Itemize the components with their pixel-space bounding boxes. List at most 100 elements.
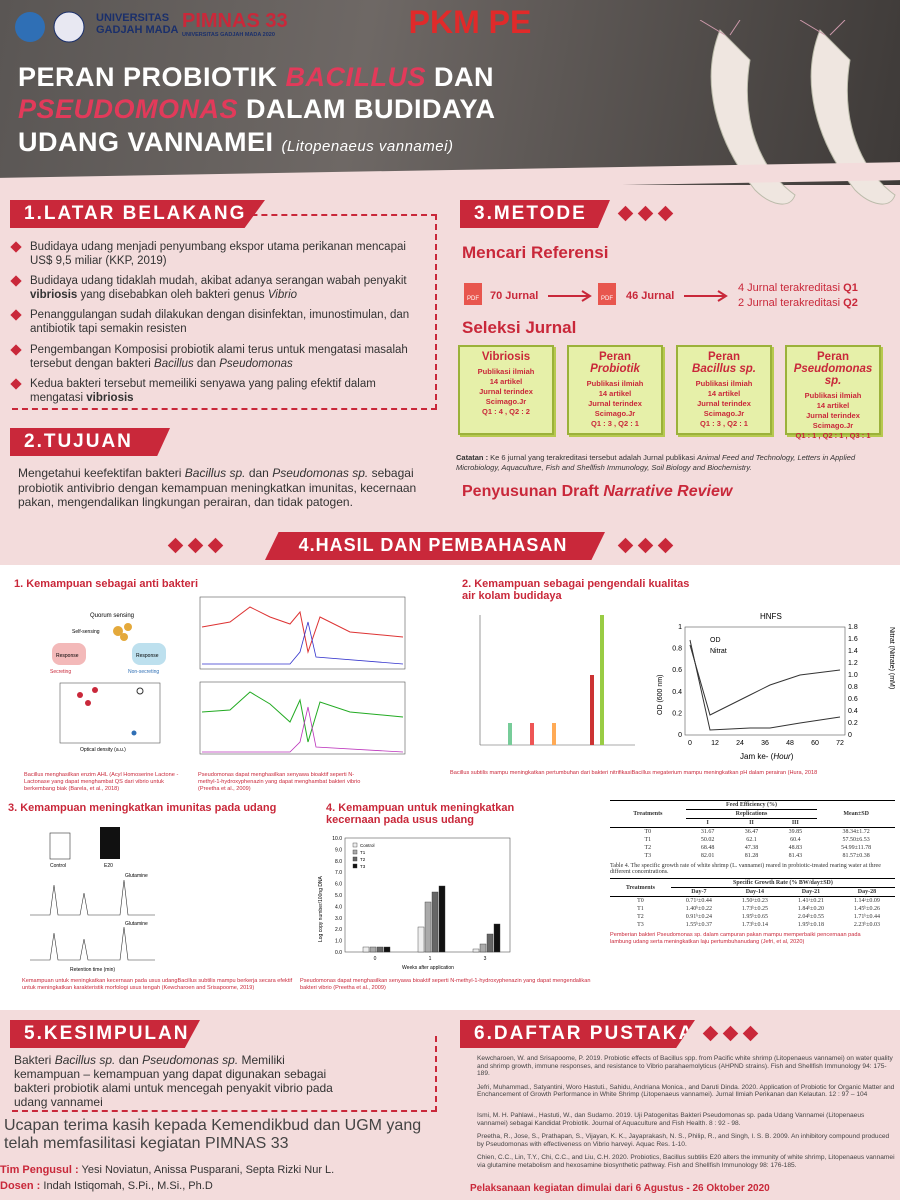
shape [710,29,796,205]
table-header: Day-21 [782,887,839,897]
x-tick-label: 48 [786,740,794,747]
y2-tick-label: 0.6 [848,696,858,703]
result-title: 3. Kemampuan meningkatkan imunitas pada … [8,802,277,814]
bullet-emphasis: Bacillus [154,358,194,370]
fig-label: Glutamine [125,873,148,879]
result-title: 4. Kemampuan untuk meningkatkan kecernaa… [326,802,515,826]
legend-label: T1 [360,850,366,855]
caption: Bacillus subtilis mampu meningkatkan per… [450,770,632,776]
card-line: Jurnal terindex [697,399,751,408]
y2-tick-label: 1.6 [848,636,858,643]
table-cell: 1.14ᵃ±0.09 [853,898,880,904]
feed-efficiency-table: Treatments Feed Efficiency (%) Mean±SD Repl… [610,800,895,860]
shape [113,626,123,636]
pdf-icon: PDF [598,283,616,305]
table-header: Replications [685,809,818,819]
y2-tick-label: 0.2 [848,720,858,727]
method-step: Seleksi Jurnal [462,318,577,337]
table-cell: 39.85 [788,829,803,835]
table-cell: 82.01 [700,853,715,859]
team-label: Tim Pengusul : [0,1164,79,1176]
table-row: Day-7 Day-14 Day-21 Day-28 [610,887,895,897]
diamond [637,205,654,222]
x-axis-label: Jam ke- (Hour) [740,752,794,761]
caption: Pseudomonas dapat menghasilkan senyawa b… [300,978,591,991]
title-text: DALAM BUDIDAYA [238,94,496,124]
y2-tick-label: 0 [848,732,852,739]
diamond [722,1025,739,1042]
journal-card: Peran Pseudomonas sp. Publikasi ilmiah 14 a… [785,345,881,440]
bullet-text: Budidaya udang tidaklah mudah, akibat ad… [30,275,407,287]
table-row: Treatments Specific Growth Rate (% BW/day… [610,878,895,897]
fig-label: Secreting [50,669,71,675]
table-row: Replications [610,809,895,819]
legend-label: T2 [360,857,366,862]
shape [59,682,161,744]
title-text: DAN [426,62,495,92]
x-axis-label-part: Hour [773,752,791,761]
card-title: Pseudomonas sp. [793,363,873,387]
bullet: Budidaya udang tidaklah mudah, akibat ad… [30,274,425,302]
x-tick-label: 72 [836,740,844,747]
program-title: PKM PE [408,4,532,40]
journal-card: Peran Probiotik Publikasi ilmiah 14 artikel… [567,345,663,435]
immunity-figure: Control E20 Glutamine Glutamine Retentio… [30,827,155,973]
title-species: (Litopenaeus vannamei) [281,138,454,155]
quartile: Q2 [843,297,858,309]
decorative-bar [493,923,501,953]
table-cell: 1.50ᵃ±0.23 [741,898,768,904]
shape [30,926,155,961]
x-tick-label: 60 [811,740,819,747]
team: Tim Pengusul : Yesi Noviatun, Anissa Pus… [0,1162,450,1194]
diamond [207,537,224,554]
table-header: Treatments [610,878,671,897]
table-cell: 36.47 [744,829,759,835]
text: dan [245,466,273,480]
y-tick-label: 10.0 [332,836,342,842]
text: 2 Jurnal terakreditasi [738,297,844,309]
caption: Bacillus megaterium mampu meningkatkan p… [631,770,818,776]
table-row: I II III [610,818,895,828]
table-cell: T1 [637,906,644,912]
reference: Kewcharoen, W. and Srisapoome, P. 2019. … [465,1055,895,1078]
table-cell: 2.23ᵇ±0.03 [853,922,881,928]
note-label: Catatan : [456,453,491,462]
university-line: UNIVERSITAS [96,12,170,24]
table-row: T1 50.02 62.1 60.4 57.50±6.53 [610,836,895,844]
shape [552,723,556,745]
legend-swatch [352,863,358,869]
decorative-bar [383,946,391,953]
card-title: Peran [708,351,740,363]
fig-label: Response [56,653,79,659]
table-cell: 1.40ᵇ±0.22 [685,906,712,912]
table-cell: 1.95ᵇ±0.65 [741,914,768,920]
growth-rate-table: Treatments Specific Growth Rate (% BW/day… [610,878,895,929]
diamond [637,537,654,554]
table-cell: 1.73ᵇ±0.14 [741,922,768,928]
card-title: Probiotik [590,363,640,375]
caption: Bacillus menghasilkan enzim AHL (Acyl Ho… [24,772,179,792]
card-line: 14 artikel [489,377,523,386]
shape [199,596,406,670]
table-header: III [773,818,818,828]
y2-tick-label: 1.4 [848,648,858,655]
card-line: Publikasi ilmiah [477,367,535,376]
decorative-bar [424,901,432,953]
fig-label: Optical density (a.u.) [80,747,126,753]
diamond [657,205,674,222]
card-line: Publikasi ilmiah [804,391,862,400]
decorative-bar [472,948,480,953]
table-cell: 68.48 [700,845,715,851]
title-highlight: BACILLUS [285,62,427,92]
card-title: Peran [599,351,631,363]
table-cell: 38.34±1.72 [842,829,870,835]
card-line: Publikasi ilmiah [695,379,753,388]
x-axis-label-part: ) [791,752,794,761]
table-cell: 81.43 [788,853,803,859]
fig-label: E20 [104,863,113,869]
diamond [617,537,634,554]
card-line: Q1 : 3 , Q2 : 1 [591,419,639,428]
legend-swatch [352,856,358,862]
diamond [187,537,204,554]
quorum-figure: Quorum sensing Self-sensing Response Res… [50,613,166,753]
